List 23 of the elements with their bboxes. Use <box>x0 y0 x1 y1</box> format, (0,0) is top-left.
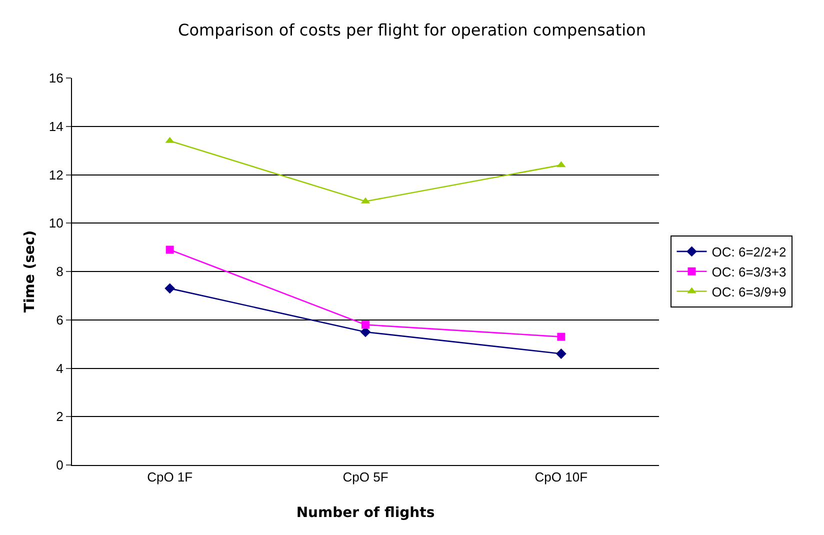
x-tick-label: CpO 5F <box>342 470 388 485</box>
y-tick-label: 4 <box>56 360 64 376</box>
x-tick-label: CpO 1F <box>147 470 193 485</box>
y-tick-label: 10 <box>48 216 64 231</box>
y-axis-title: Time (sec) <box>22 230 38 313</box>
point <box>556 348 566 359</box>
point <box>164 283 176 294</box>
y-tick-label: 8 <box>56 264 64 280</box>
y-tick-label: 16 <box>48 70 64 86</box>
y-tick-label: 14 <box>48 118 64 134</box>
y-tick-label: 12 <box>48 167 64 182</box>
y-tick-label: 0 <box>56 458 64 473</box>
y-tick-label: 2 <box>56 409 64 424</box>
y-tick-label: 6 <box>56 312 64 328</box>
x-tick-label: CpO 10F <box>534 470 588 485</box>
x-axis-title: Number of flights <box>296 505 435 521</box>
legend-label: OC: 6=2/2+2 <box>712 244 786 260</box>
legend-label: OC: 6=3/3+3 <box>712 264 786 280</box>
legend-label: OC: 6=3/9+9 <box>712 284 786 300</box>
point <box>557 332 566 341</box>
point <box>362 320 370 329</box>
point <box>166 246 174 254</box>
chart-title: Comparison of costs per flight for operation compensation <box>178 20 646 40</box>
